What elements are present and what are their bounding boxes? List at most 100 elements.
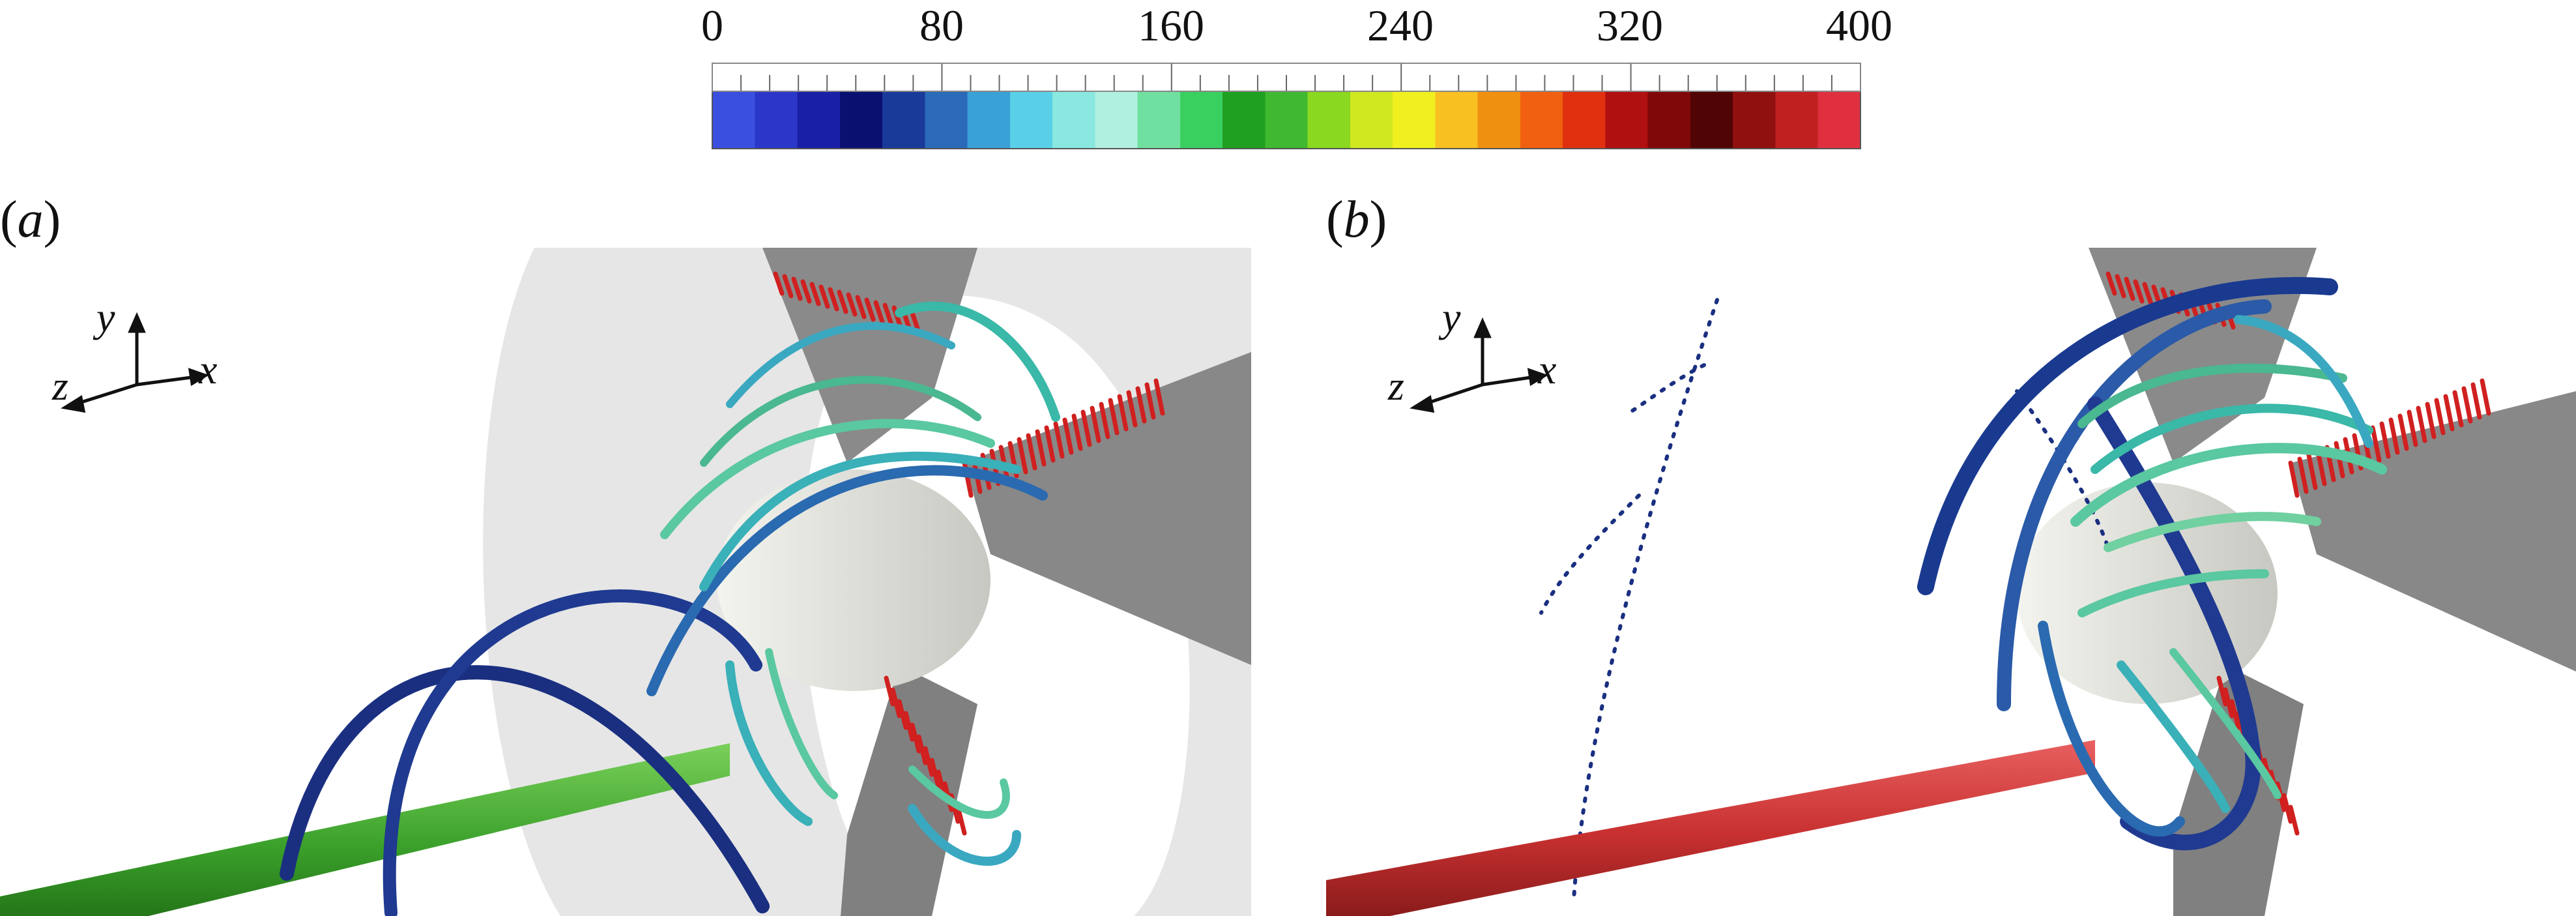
vortex-streak xyxy=(2115,274,2126,299)
vortex-arc xyxy=(2070,443,2387,527)
vortex-arc xyxy=(2038,621,2185,837)
vortex-streak xyxy=(1071,413,1083,451)
vortex-streak xyxy=(855,295,867,319)
vortex-streak xyxy=(2281,793,2293,824)
vortex-streak xyxy=(2229,699,2241,730)
vortex-streak xyxy=(1044,425,1056,463)
vortex-streak xyxy=(2142,282,2154,306)
panel-label-b: (b) xyxy=(1326,191,1387,248)
vortex-arc xyxy=(725,660,813,826)
vortex-arc xyxy=(660,419,995,539)
vortex-streak xyxy=(773,271,785,296)
vortex-streak xyxy=(1026,433,1037,471)
panel-a-render: y x z xyxy=(0,248,1251,916)
axis-label-y: y xyxy=(96,294,115,340)
axis-label-x: x xyxy=(1538,346,1557,392)
vortex-arc xyxy=(2077,363,2347,428)
vortex-streak xyxy=(1153,378,1165,416)
vortex-streak xyxy=(1053,421,1065,459)
colorbar-tick-label: 320 xyxy=(1597,1,1663,50)
vortex-arc xyxy=(2117,660,2230,813)
colorbar-bar xyxy=(712,63,1861,149)
axis-triad xyxy=(1410,317,1548,413)
vortex-streak xyxy=(929,758,941,789)
vortex-arc xyxy=(895,301,1060,422)
blade xyxy=(964,352,1251,665)
vortex-streak xyxy=(2124,276,2135,301)
vortex-arc xyxy=(699,451,1021,591)
vortex-streak xyxy=(1035,429,1047,467)
vortex-streak xyxy=(864,297,876,322)
vortex-streak xyxy=(1017,437,1028,475)
vortex-streak xyxy=(1144,382,1156,420)
colorbar-tick-label: 240 xyxy=(1367,1,1434,50)
vortex-streak xyxy=(2315,449,2327,486)
vortex-arc xyxy=(1917,276,2338,595)
axis-label-z: z xyxy=(52,362,68,409)
shaft-rod xyxy=(0,743,730,916)
vortex-arc xyxy=(2234,315,2373,448)
vortex-arc xyxy=(646,465,1048,696)
vortex-streak xyxy=(818,284,830,309)
vortex-streak xyxy=(2306,452,2318,490)
vortex-streak xyxy=(2416,406,2427,443)
vortex-streak xyxy=(891,305,903,330)
colorbar-tick-label: 400 xyxy=(1826,1,1892,50)
vortex-streak xyxy=(2106,271,2117,296)
vortex-streak xyxy=(782,274,794,299)
vortex-streak xyxy=(2223,687,2235,718)
shaft-rod xyxy=(1326,740,2095,916)
vortex-streak xyxy=(1117,394,1129,432)
vortex-streak xyxy=(882,303,894,327)
vortex-arc xyxy=(700,376,981,467)
vortex-visualization-a xyxy=(0,248,1251,916)
vortex-arc xyxy=(2091,404,2373,474)
colorbar-tick-label: 160 xyxy=(1138,1,1204,50)
vortex-streak xyxy=(1126,390,1138,428)
vortex-streak xyxy=(2443,394,2455,432)
axis-label-z: z xyxy=(1388,362,1404,409)
vortex-arc xyxy=(280,665,770,913)
axis-label-y: y xyxy=(1442,294,1461,340)
vortex-streak xyxy=(2480,378,2491,416)
vortex-streak xyxy=(2470,382,2482,420)
vortex-streak xyxy=(2379,421,2391,459)
panel-label-a: (a) xyxy=(0,191,61,248)
vortex-arc xyxy=(908,804,1021,866)
vortex-streak xyxy=(2297,456,2309,494)
vortex-streak xyxy=(2434,398,2446,436)
vortex-streak xyxy=(837,289,848,314)
vortex-streak xyxy=(910,722,921,754)
colorbar-tick-label: 0 xyxy=(701,1,723,50)
vortex-streak xyxy=(1062,417,1074,455)
vortex-streak xyxy=(1099,402,1110,439)
vortex-streak xyxy=(923,746,934,777)
vortex-streak xyxy=(846,292,858,317)
blade xyxy=(841,665,977,916)
vortex-streak xyxy=(809,282,821,306)
vortex-arc xyxy=(726,322,955,408)
vortex-streak xyxy=(873,300,885,325)
vortex-streak xyxy=(1090,406,1101,443)
hub xyxy=(2017,482,2278,704)
vortex-visualization-b xyxy=(1326,248,2576,916)
vortex-streak xyxy=(2133,279,2145,304)
vortex-arc xyxy=(2087,396,2261,851)
vortex-streak xyxy=(828,287,839,312)
vortex-arc xyxy=(383,589,762,916)
vortex-streak xyxy=(890,687,902,718)
vortex-streak xyxy=(800,279,812,304)
vortex-streak xyxy=(1080,409,1092,447)
vortex-streak xyxy=(903,711,915,742)
vortex-streak xyxy=(955,805,967,836)
duct-ring xyxy=(483,248,1251,916)
axis-label-x: x xyxy=(199,346,218,392)
hub xyxy=(717,469,991,691)
vortex-streak xyxy=(897,699,908,730)
vortex-streak xyxy=(916,734,928,765)
vortex-streak xyxy=(2407,409,2418,447)
vortex-streak xyxy=(2388,417,2400,455)
vortex-streak xyxy=(1108,398,1120,436)
colorbar-tick-label: 80 xyxy=(919,1,964,50)
vortex-streak xyxy=(791,276,803,301)
